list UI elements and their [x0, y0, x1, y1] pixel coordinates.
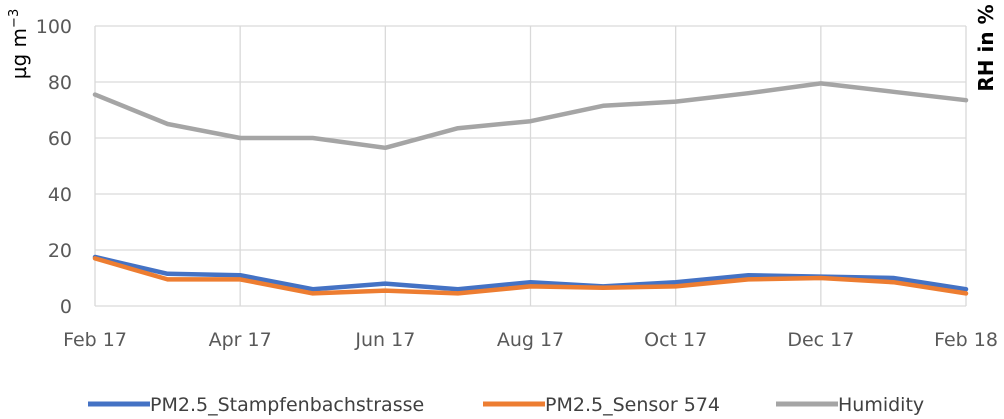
y-tick-label: 60 — [48, 128, 72, 150]
y-axis-title-text: µg m — [7, 28, 31, 79]
x-tick-label: Feb 18 — [934, 329, 998, 351]
legend-label: PM2.5_Stampfenbachstrasse — [150, 394, 424, 416]
x-tick-label: Oct 17 — [644, 329, 707, 351]
x-tick-label: Feb 17 — [63, 329, 127, 351]
x-tick-label: Jun 17 — [354, 329, 415, 351]
legend-label: Humidity — [838, 394, 924, 416]
y-tick-label: 20 — [48, 240, 72, 262]
y-tick-label: 80 — [48, 72, 72, 94]
gridlines — [94, 25, 967, 307]
legend: PM2.5_Stampfenbachstrasse PM2.5_Sensor 57… — [88, 394, 924, 416]
y-tick-label: 40 — [48, 184, 72, 206]
legend-label: PM2.5_Sensor 574 — [545, 394, 720, 416]
y-tick-label: 0 — [60, 296, 72, 318]
x-tick-label: Aug 17 — [497, 329, 564, 351]
y-axis-title-superscript: −3 — [7, 9, 22, 28]
x-axis-ticks: Feb 17 Apr 17 Jun 17 Aug 17 Oct 17 Dec 17 Feb … — [63, 329, 998, 351]
series-line-pm2-5-sensor-574 — [92, 256, 969, 296]
series-line-humidity — [92, 81, 969, 151]
y-axis-ticks: 0 20 40 60 80 100 — [36, 16, 72, 318]
x-tick-label: Apr 17 — [209, 329, 272, 351]
y-axis-title-right: RH in % — [974, 4, 998, 91]
y-axis-title: µg m−3 — [7, 9, 31, 79]
series-lines — [92, 81, 969, 296]
x-tick-label: Dec 17 — [787, 329, 854, 351]
y-tick-label: 100 — [36, 16, 72, 38]
